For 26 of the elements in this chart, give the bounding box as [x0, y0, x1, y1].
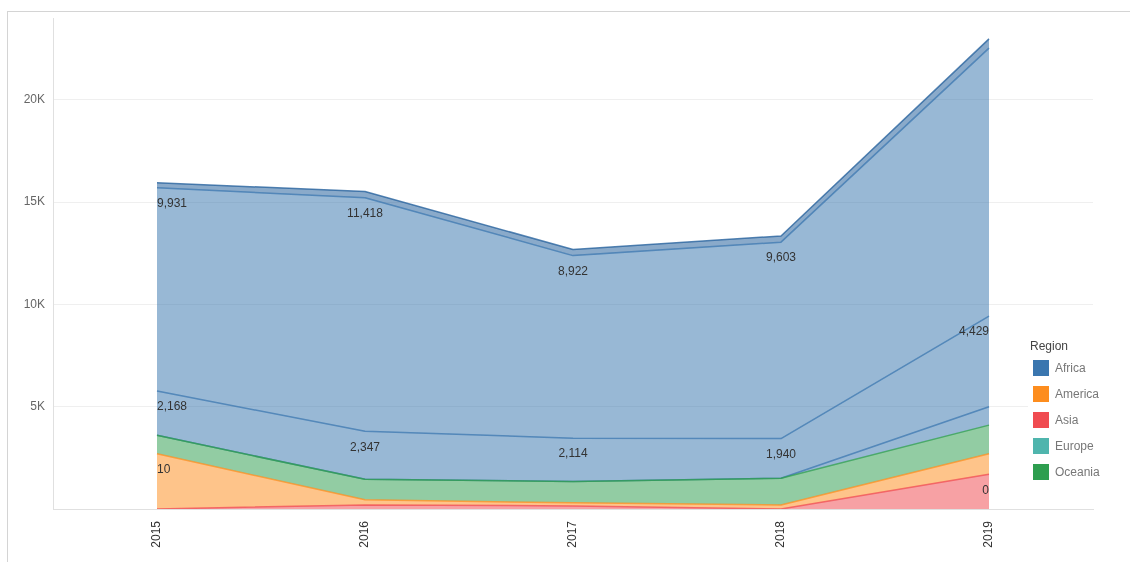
data-label: 2,168: [157, 399, 188, 414]
x-tick-label: 2015: [149, 520, 164, 548]
legend-label: America: [1055, 387, 1100, 401]
data-label: 2,114: [558, 446, 588, 461]
data-label: 9,931: [157, 196, 188, 211]
legend-label: Oceania: [1055, 465, 1100, 479]
x-tick-label: 2019: [981, 520, 996, 548]
y-tick-label: 15K: [23, 194, 45, 209]
annotation: 0: [982, 482, 990, 497]
data-label: 4,429: [958, 324, 990, 339]
legend-label: Europe: [1055, 439, 1094, 453]
data-label: 11,418: [347, 206, 384, 221]
data-label: 8,922: [557, 263, 589, 278]
data-label: 9,603: [765, 250, 797, 265]
annotation: 10: [157, 462, 171, 477]
legend-label: Asia: [1055, 413, 1079, 427]
x-tick-label: 2017: [565, 520, 580, 548]
x-tick-label: 2018: [773, 520, 788, 548]
data-label: 1,940: [765, 446, 797, 461]
data-label: 2,347: [349, 439, 381, 454]
legend-title: Region: [1030, 338, 1070, 355]
x-tick-label: 2016: [357, 520, 372, 548]
legend-label: Africa: [1055, 361, 1086, 375]
y-tick-label: 10K: [23, 296, 45, 311]
y-tick-label: 5K: [30, 399, 45, 414]
y-tick-label: 20K: [23, 92, 45, 107]
